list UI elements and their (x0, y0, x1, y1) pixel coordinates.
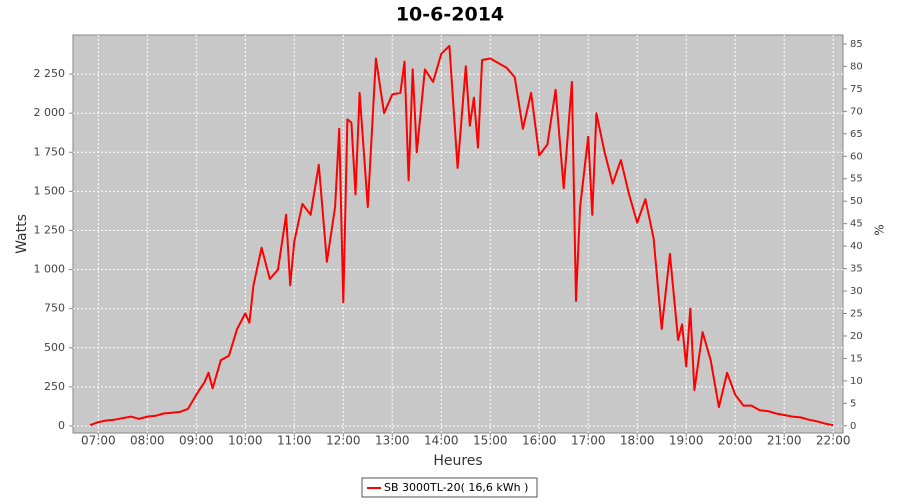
x-tick-label: 14:00 (424, 434, 459, 448)
line-series (89, 44, 834, 427)
x-tick-label: 08:00 (130, 434, 165, 448)
y2-tick-label: 10 (850, 376, 863, 387)
y-tick-label: 2 250 (34, 67, 66, 80)
y2-tick-label: 30 (850, 286, 863, 297)
y2-tick-label: 15 (850, 353, 863, 364)
y2-tick-label: 85 (850, 39, 863, 50)
x-tick-label: 12:00 (326, 434, 361, 448)
y2-tick-label: 55 (850, 174, 863, 185)
x-tick-label: 16:00 (522, 434, 557, 448)
legend-label: SB 3000TL-20( 16,6 kWh ) (384, 481, 528, 494)
plot-area (72, 34, 844, 434)
x-tick-label: 09:00 (179, 434, 214, 448)
y2-tick-label: 40 (850, 241, 863, 252)
y2-tick-label: 50 (850, 196, 863, 207)
y2-tick-label: 60 (850, 151, 863, 162)
y-tick-label: 250 (44, 380, 65, 393)
y-tick-label: 0 (58, 419, 65, 432)
x-tick-label: 17:00 (571, 434, 606, 448)
x-tick-label: 07:00 (81, 434, 116, 448)
y-tick-label: 1 250 (34, 223, 66, 236)
x-tick-label: 22:00 (816, 434, 851, 448)
y2-tick-label: 35 (850, 264, 863, 275)
y2-tick-label: 20 (850, 331, 863, 342)
y-tick-label: 1 000 (34, 263, 66, 276)
x-tick-label: 10:00 (228, 434, 263, 448)
y2-tick-label: 65 (850, 129, 863, 140)
y-axis-label: Watts (14, 214, 30, 254)
x-tick-label: 21:00 (767, 434, 802, 448)
y-tick-label: 1 750 (34, 145, 66, 158)
x-tick-label: 18:00 (620, 434, 655, 448)
y2-tick-label: 5 (850, 398, 856, 409)
x-tick-label: 20:00 (718, 434, 753, 448)
x-tick-label: 13:00 (375, 434, 410, 448)
y-tick-label: 750 (44, 302, 65, 315)
y2-tick-label: 70 (850, 106, 863, 117)
y2-tick-label: 25 (850, 309, 863, 320)
y-tick-label: 500 (44, 341, 65, 354)
x-axis-label: Heures (433, 453, 482, 469)
y2-axis-label: % (873, 224, 887, 235)
y2-tick-label: 0 (850, 421, 856, 432)
y2-tick-label: 75 (850, 84, 863, 95)
x-tick-label: 15:00 (473, 434, 508, 448)
y2-tick-label: 80 (850, 61, 863, 72)
x-tick-label: 11:00 (277, 434, 312, 448)
x-tick-label: 19:00 (669, 434, 704, 448)
chart-title: 10-6-2014 (396, 4, 504, 26)
y-tick-label: 1 500 (34, 184, 66, 197)
y2-tick-label: 45 (850, 219, 863, 230)
legend (361, 477, 538, 498)
y-tick-label: 2 000 (34, 106, 66, 119)
